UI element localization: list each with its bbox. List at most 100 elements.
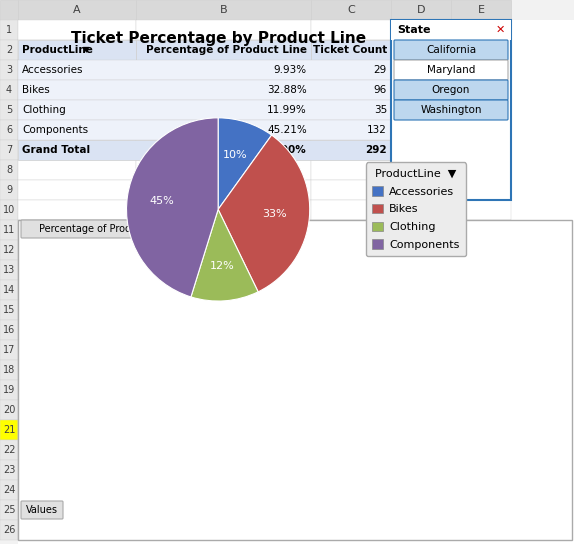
Title: Ticket Percentage by Product Line: Ticket Percentage by Product Line <box>71 30 366 46</box>
Text: 14: 14 <box>3 285 15 295</box>
Bar <box>311 160 391 180</box>
Text: State: State <box>397 25 430 35</box>
Bar <box>0 120 18 140</box>
Bar <box>311 240 391 260</box>
Bar <box>391 80 451 100</box>
Text: 15: 15 <box>3 305 15 315</box>
Text: 10%: 10% <box>223 150 248 160</box>
Text: 21: 21 <box>3 425 15 435</box>
Bar <box>451 260 511 280</box>
Bar <box>311 360 391 380</box>
Bar <box>18 80 136 100</box>
Bar <box>0 400 18 420</box>
Bar <box>311 280 391 300</box>
Bar <box>311 300 391 320</box>
FancyBboxPatch shape <box>394 40 508 60</box>
Bar <box>0 320 18 340</box>
Bar <box>451 60 511 80</box>
Bar <box>136 420 311 440</box>
Text: 2: 2 <box>6 45 12 55</box>
Bar <box>391 20 511 40</box>
Text: 4: 4 <box>6 85 12 95</box>
Bar <box>391 520 451 540</box>
Bar <box>391 200 451 220</box>
FancyBboxPatch shape <box>190 220 274 238</box>
Bar <box>391 320 451 340</box>
Text: 132: 132 <box>367 125 387 135</box>
Bar <box>0 460 18 480</box>
FancyBboxPatch shape <box>394 80 508 100</box>
Bar <box>311 100 391 120</box>
Text: Ticket Count: Ticket Count <box>201 224 262 234</box>
Bar <box>136 0 311 20</box>
Bar <box>0 420 18 440</box>
Bar <box>136 440 311 460</box>
Text: B: B <box>220 5 227 15</box>
Bar <box>18 380 136 400</box>
Text: 1: 1 <box>6 25 12 35</box>
Bar <box>0 20 18 40</box>
Bar <box>0 220 18 240</box>
Text: E: E <box>478 5 484 15</box>
Text: 17: 17 <box>3 345 15 355</box>
Text: Oregon: Oregon <box>432 85 470 95</box>
Bar <box>0 240 18 260</box>
Bar <box>391 420 451 440</box>
Bar <box>451 20 511 40</box>
Text: Clothing: Clothing <box>22 105 66 115</box>
Bar <box>136 60 311 80</box>
Bar <box>391 220 451 240</box>
Bar <box>18 0 136 20</box>
Bar <box>0 420 18 440</box>
Bar <box>0 80 18 100</box>
Bar <box>451 80 511 100</box>
Bar <box>0 480 18 500</box>
Bar <box>18 140 136 160</box>
Bar <box>136 20 311 40</box>
Text: 11.99%: 11.99% <box>267 105 307 115</box>
Bar <box>136 180 311 200</box>
Bar <box>451 200 511 220</box>
Bar <box>391 20 511 200</box>
Text: 96: 96 <box>374 85 387 95</box>
Text: 10: 10 <box>3 205 15 215</box>
Bar <box>451 440 511 460</box>
Text: Components: Components <box>22 125 88 135</box>
Bar <box>311 320 391 340</box>
Bar <box>391 480 451 500</box>
Text: 18: 18 <box>3 365 15 375</box>
Text: 32.88%: 32.88% <box>267 85 307 95</box>
Bar <box>18 240 136 260</box>
Bar <box>18 80 391 100</box>
Bar <box>0 500 18 520</box>
FancyBboxPatch shape <box>394 60 508 80</box>
Bar <box>18 40 136 60</box>
Bar <box>451 520 511 540</box>
Text: ✕: ✕ <box>495 25 505 35</box>
Text: 25: 25 <box>3 505 15 515</box>
Bar <box>18 200 136 220</box>
Text: 11: 11 <box>3 225 15 235</box>
Text: 45%: 45% <box>150 196 174 206</box>
Bar <box>18 40 136 60</box>
Bar <box>136 160 311 180</box>
Text: 19: 19 <box>3 385 15 395</box>
Bar <box>451 280 511 300</box>
Text: Grand Total: Grand Total <box>22 145 90 155</box>
Text: 22: 22 <box>3 445 15 455</box>
Bar <box>451 120 511 140</box>
Bar <box>18 100 391 120</box>
Bar <box>18 160 136 180</box>
Legend: Accessories, Bikes, Clothing, Components: Accessories, Bikes, Clothing, Components <box>366 163 466 256</box>
Bar <box>136 240 311 260</box>
Bar <box>391 460 451 480</box>
Bar <box>136 520 311 540</box>
Bar <box>451 360 511 380</box>
Bar <box>136 480 311 500</box>
Bar <box>391 0 451 20</box>
Bar <box>311 400 391 420</box>
Bar <box>391 440 451 460</box>
Bar <box>0 300 18 320</box>
Bar <box>136 140 311 160</box>
Bar <box>0 160 18 180</box>
